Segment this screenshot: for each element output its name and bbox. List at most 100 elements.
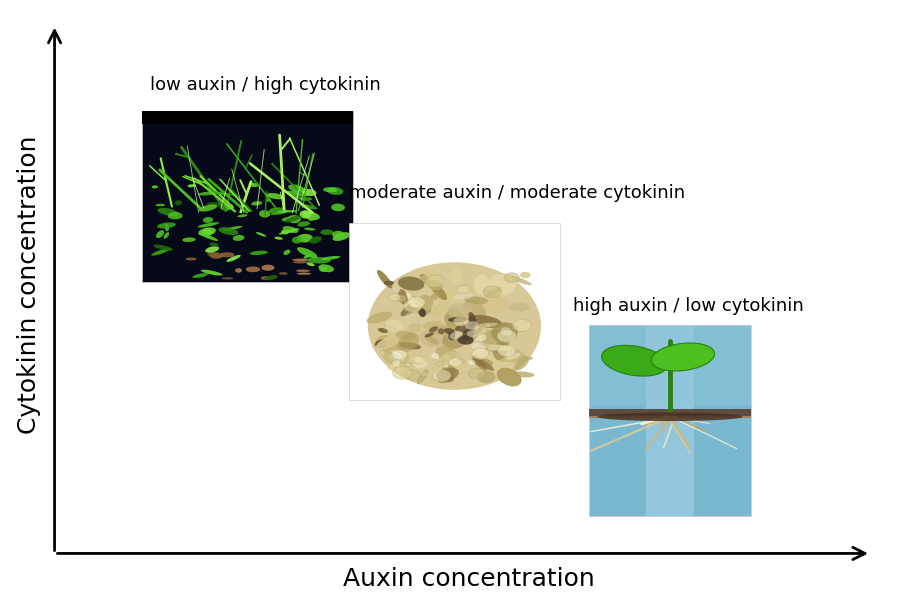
Bar [645, 325, 694, 516]
Ellipse shape [457, 335, 473, 345]
Ellipse shape [474, 274, 490, 295]
Ellipse shape [165, 224, 169, 232]
Ellipse shape [383, 281, 394, 285]
Ellipse shape [301, 204, 318, 209]
Circle shape [469, 368, 485, 379]
Ellipse shape [175, 200, 182, 206]
Ellipse shape [388, 354, 405, 362]
Circle shape [443, 351, 459, 361]
Ellipse shape [197, 223, 219, 227]
Ellipse shape [474, 358, 494, 371]
Ellipse shape [406, 292, 415, 305]
Ellipse shape [223, 226, 242, 231]
Ellipse shape [444, 328, 455, 335]
Ellipse shape [303, 255, 310, 258]
Ellipse shape [431, 308, 441, 317]
Y-axis label: Cytokinin concentration: Cytokinin concentration [17, 136, 40, 434]
Circle shape [403, 300, 422, 312]
Ellipse shape [302, 189, 317, 196]
Ellipse shape [385, 320, 404, 331]
Ellipse shape [248, 182, 258, 187]
Ellipse shape [472, 344, 485, 351]
Circle shape [433, 370, 451, 381]
Ellipse shape [422, 320, 443, 329]
Ellipse shape [504, 274, 532, 285]
Circle shape [472, 348, 489, 359]
Ellipse shape [474, 323, 483, 339]
Circle shape [449, 358, 463, 367]
Ellipse shape [235, 268, 242, 272]
Circle shape [392, 367, 412, 379]
Ellipse shape [211, 255, 223, 257]
Ellipse shape [303, 212, 320, 220]
Ellipse shape [598, 412, 742, 421]
Ellipse shape [199, 204, 217, 212]
Ellipse shape [500, 327, 512, 336]
Ellipse shape [265, 275, 278, 280]
Ellipse shape [332, 231, 344, 238]
Ellipse shape [436, 324, 453, 336]
Ellipse shape [387, 365, 404, 371]
Ellipse shape [262, 264, 274, 271]
Ellipse shape [281, 229, 289, 234]
Ellipse shape [506, 353, 520, 360]
Ellipse shape [403, 311, 414, 318]
Circle shape [440, 354, 452, 362]
Ellipse shape [400, 302, 420, 316]
Ellipse shape [156, 204, 166, 206]
Ellipse shape [506, 347, 526, 358]
Ellipse shape [468, 315, 502, 328]
Ellipse shape [509, 303, 529, 312]
Ellipse shape [152, 185, 158, 188]
Ellipse shape [366, 312, 392, 323]
Ellipse shape [301, 197, 312, 201]
Ellipse shape [302, 211, 318, 217]
Ellipse shape [205, 246, 219, 253]
Ellipse shape [407, 268, 436, 287]
Ellipse shape [488, 345, 503, 351]
Ellipse shape [297, 272, 311, 275]
Ellipse shape [467, 330, 477, 337]
X-axis label: Auxin concentration: Auxin concentration [343, 567, 595, 592]
Circle shape [497, 330, 517, 342]
Ellipse shape [425, 335, 439, 345]
Ellipse shape [282, 217, 291, 221]
Ellipse shape [437, 328, 445, 334]
Ellipse shape [156, 230, 164, 238]
Ellipse shape [292, 195, 306, 201]
Ellipse shape [411, 370, 429, 376]
Ellipse shape [274, 237, 283, 240]
Ellipse shape [220, 204, 233, 210]
Ellipse shape [221, 277, 233, 280]
Ellipse shape [233, 235, 245, 241]
Ellipse shape [259, 210, 270, 218]
Ellipse shape [400, 342, 421, 350]
Ellipse shape [271, 210, 290, 215]
Ellipse shape [411, 303, 418, 307]
Ellipse shape [472, 356, 487, 371]
Ellipse shape [332, 232, 350, 241]
Ellipse shape [304, 227, 315, 230]
Ellipse shape [417, 370, 428, 384]
Ellipse shape [446, 314, 459, 322]
Text: high auxin / low cytokinin: high auxin / low cytokinin [572, 297, 804, 314]
Ellipse shape [219, 227, 238, 235]
Circle shape [443, 364, 449, 368]
Ellipse shape [307, 257, 331, 263]
Ellipse shape [467, 321, 474, 328]
Ellipse shape [309, 218, 314, 221]
Ellipse shape [601, 345, 667, 376]
Ellipse shape [246, 266, 260, 272]
Ellipse shape [164, 232, 169, 239]
Ellipse shape [220, 252, 235, 257]
Ellipse shape [482, 330, 509, 353]
Ellipse shape [511, 371, 535, 378]
Ellipse shape [428, 326, 438, 333]
Ellipse shape [261, 276, 270, 280]
Ellipse shape [398, 289, 408, 305]
Circle shape [404, 362, 410, 367]
Ellipse shape [493, 340, 508, 360]
Circle shape [404, 370, 420, 381]
Ellipse shape [374, 339, 388, 348]
Ellipse shape [430, 326, 462, 336]
